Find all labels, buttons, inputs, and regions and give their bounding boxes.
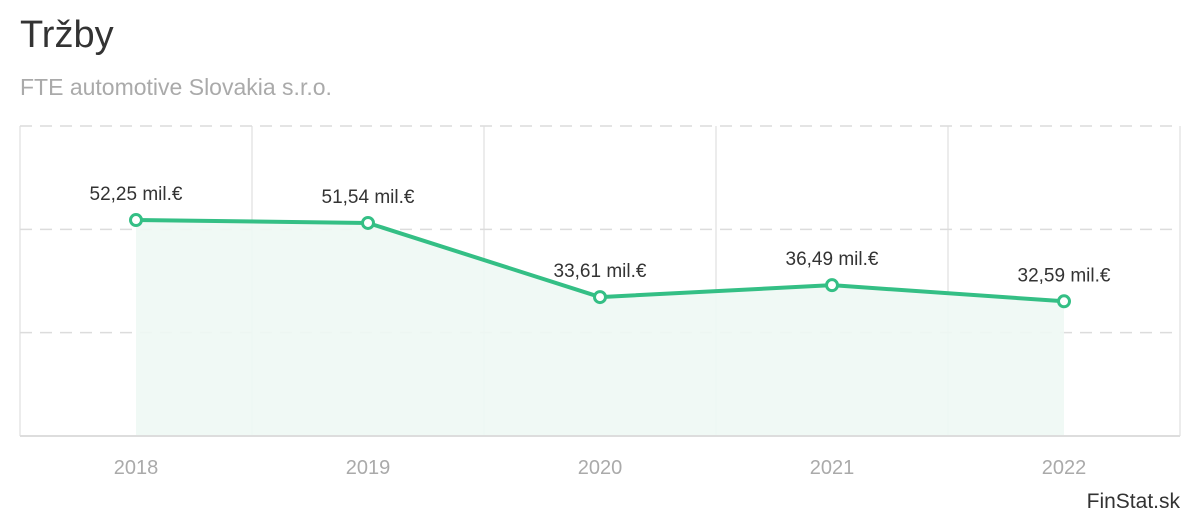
x-tick-label: 2018 <box>114 457 159 479</box>
data-label: 52,25 mil.€ <box>90 184 183 205</box>
area-fill <box>136 220 1064 436</box>
x-tick-label: 2021 <box>810 457 855 479</box>
data-point <box>129 213 143 228</box>
data-label: 32,59 mil.€ <box>1018 265 1111 286</box>
chart-subtitle: FTE automotive Slovakia s.r.o. <box>20 74 332 100</box>
data-label: 51,54 mil.€ <box>322 187 415 208</box>
x-tick-label: 2022 <box>1042 457 1087 479</box>
data-point <box>1057 294 1071 309</box>
data-point <box>593 290 607 305</box>
data-label: 36,49 mil.€ <box>786 249 879 270</box>
data-point <box>361 215 375 230</box>
x-tick-label: 2020 <box>578 457 623 479</box>
data-point <box>825 278 839 293</box>
data-label: 33,61 mil.€ <box>554 261 647 282</box>
chart-title: Tržby <box>20 14 114 56</box>
x-tick-label: 2019 <box>346 457 391 479</box>
finstat-credit-link[interactable]: FinStat.sk <box>1086 490 1180 513</box>
